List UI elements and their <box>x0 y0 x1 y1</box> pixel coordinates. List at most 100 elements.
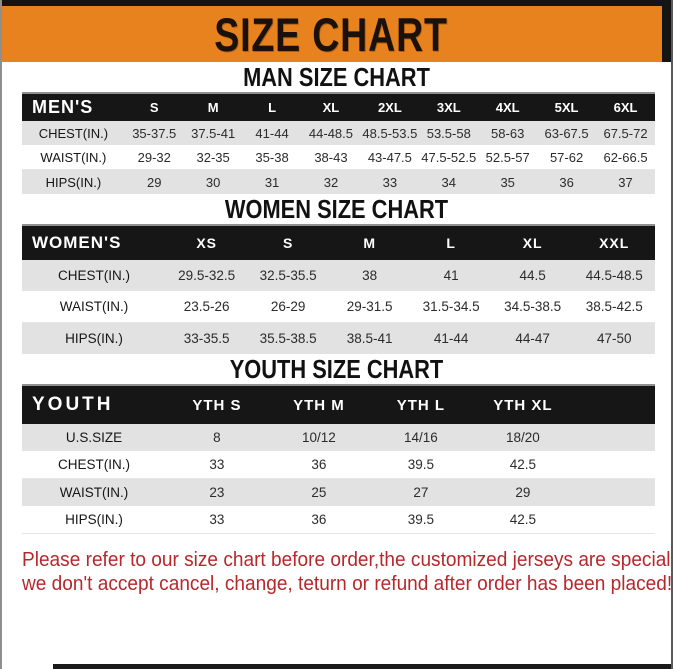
size-value-cell: 58-63 <box>491 125 525 141</box>
row-filler-cell <box>574 451 655 479</box>
size-value-cell: 35-38 <box>255 149 289 165</box>
size-column-header: YTH XL <box>471 384 574 424</box>
measurement-row: WAIST(IN.) 23 25 27 29 <box>22 478 655 507</box>
measurement-row-label: CHEST(IN.) <box>57 268 130 283</box>
title-banner: SIZE CHART <box>0 6 662 62</box>
measurement-row: CHEST(IN.) 33 36 39.5 42.5 <box>22 451 655 479</box>
bottom-border-bar <box>53 664 673 669</box>
women-size-table: WOMEN'S XS S M L XL XXL CHEST(IN.) 29.5-32.5 32.5… <box>22 224 655 354</box>
size-value-cell: 26-29 <box>270 299 306 314</box>
size-column-header: S <box>124 92 184 121</box>
size-column-header: L <box>410 224 492 260</box>
size-value-cell: 18/20 <box>505 430 540 445</box>
size-column-header: M <box>183 92 243 121</box>
page-title: SIZE CHART <box>214 7 448 61</box>
size-value-cell: 29 <box>147 174 162 190</box>
size-value-cell: 36 <box>311 512 327 527</box>
size-value-cell: 39.5 <box>407 512 435 527</box>
measurement-row: WAIST(IN.) 23.5-26 26-29 29-31.5 31.5-34.5 34… <box>22 291 655 323</box>
row-filler-cell <box>574 506 655 534</box>
size-column-header: YTH L <box>369 384 472 424</box>
table-corner-label: MEN'S <box>22 92 125 121</box>
size-value-cell: 35-37.5 <box>132 125 177 141</box>
size-value-cell: 25 <box>311 485 327 500</box>
size-value-cell: 33-35.5 <box>183 331 230 346</box>
measurement-row-label: WAIST(IN.) <box>59 299 129 314</box>
size-header-row: WOMEN'S XS S M L XL XXL <box>22 224 655 260</box>
size-value-cell: 63-67.5 <box>544 125 589 141</box>
size-value-cell: 42.5 <box>509 512 537 527</box>
row-filler-cell <box>574 479 655 507</box>
size-value-cell: 33 <box>209 457 225 472</box>
measurement-row-label: CHEST(IN.) <box>57 457 130 472</box>
size-column-header: 3XL <box>419 92 479 121</box>
size-value-cell: 31.5-34.5 <box>422 299 480 314</box>
size-value-cell: 39.5 <box>407 457 435 472</box>
measurement-row-label: WAIST(IN.) <box>59 485 129 500</box>
size-value-cell: 48.5-53.5 <box>362 125 418 141</box>
header-filler-cell <box>573 384 655 424</box>
size-value-cell: 29 <box>515 485 531 500</box>
size-value-cell: 32.5-35.5 <box>259 268 317 283</box>
size-column-header: 5XL <box>537 92 597 121</box>
size-value-cell: 47-50 <box>596 331 632 346</box>
size-value-cell: 67.5-72 <box>603 125 648 141</box>
measurement-row: CHEST(IN.) 29.5-32.5 32.5-35.5 38 41 44.5 44.5… <box>22 260 655 291</box>
size-value-cell: 43-47.5 <box>367 149 412 165</box>
size-value-cell: 32 <box>323 174 339 190</box>
size-column-header: YTH S <box>165 384 268 424</box>
size-value-cell: 41-44 <box>255 125 289 141</box>
footer-note-line-1: Please refer to our size chart before or… <box>22 548 673 571</box>
size-header-row: YOUTH YTH S YTH M YTH L YTH XL <box>22 384 655 424</box>
measurement-row-label: HIPS(IN.) <box>45 174 102 190</box>
size-value-cell: 14/16 <box>403 430 438 445</box>
size-value-cell: 38-43 <box>314 149 348 165</box>
size-column-header: L <box>242 92 302 121</box>
size-value-cell: 44-48.5 <box>308 125 353 141</box>
size-value-cell: 41-44 <box>433 331 469 346</box>
footer-note-line-2: we don't accept cancel, change, teturn o… <box>22 571 673 595</box>
size-value-cell: 33 <box>382 174 398 190</box>
measurement-row: HIPS(IN.) 29 30 31 32 33 34 35 36 37 <box>22 169 655 194</box>
women-section: WOMEN SIZE CHART WOMEN'S XS S M L XL XXL CHEST(… <box>0 194 673 354</box>
size-value-cell: 57-62 <box>549 149 584 165</box>
youth-size-table: YOUTH YTH S YTH M YTH L YTH XL U.S.SIZE 8 10/12… <box>22 384 655 534</box>
size-value-cell: 33 <box>209 512 225 527</box>
size-value-cell: 34.5-38.5 <box>504 299 562 314</box>
measurement-row-label: U.S.SIZE <box>65 430 123 445</box>
footer-note: Please refer to our size chart before or… <box>22 548 673 595</box>
size-column-header: XL <box>301 92 361 121</box>
measurement-row: U.S.SIZE 8 10/12 14/16 18/20 <box>22 424 655 451</box>
size-value-cell: 42.5 <box>509 457 537 472</box>
table-corner-label: WOMEN'S <box>22 224 166 260</box>
size-value-cell: 8 <box>213 430 221 445</box>
right-border-line <box>671 0 673 669</box>
measurement-row: HIPS(IN.) 33-35.5 35.5-38.5 38.5-41 41-44 44-… <box>22 322 655 354</box>
size-value-cell: 23.5-26 <box>183 299 230 314</box>
measurement-row: HIPS(IN.) 33 36 39.5 42.5 <box>22 506 655 534</box>
size-column-header: M <box>328 224 411 260</box>
size-value-cell: 27 <box>413 485 429 500</box>
title-banner-frame: SIZE CHART <box>0 6 673 62</box>
youth-section: YOUTH SIZE CHART YOUTH YTH S YTH M YTH L YTH… <box>0 354 673 534</box>
size-value-cell: 53.5-58 <box>426 125 471 141</box>
size-value-cell: 23 <box>209 485 225 500</box>
men-size-table: MEN'S S M L XL 2XL 3XL 4XL 5XL 6XL CHEST(IN.) 35-37… <box>22 92 655 194</box>
size-value-cell: 10/12 <box>302 430 336 445</box>
table-corner-label: YOUTH <box>22 384 166 424</box>
size-value-cell: 35 <box>500 174 515 190</box>
size-header-row: MEN'S S M L XL 2XL 3XL 4XL 5XL 6XL <box>22 92 655 121</box>
size-value-cell: 44.5 <box>519 268 546 283</box>
size-value-cell: 44-47 <box>515 331 550 346</box>
size-value-cell: 38 <box>362 268 378 283</box>
size-column-header: YTH M <box>267 384 370 424</box>
size-value-cell: 52.5-57 <box>485 149 530 165</box>
top-border-bar <box>0 0 673 6</box>
size-value-cell: 37.5-41 <box>191 125 236 141</box>
row-filler-cell <box>574 424 655 451</box>
size-value-cell: 38.5-41 <box>346 331 393 346</box>
size-value-cell: 36 <box>311 457 327 472</box>
size-column-header: S <box>247 224 329 260</box>
size-column-header: 6XL <box>596 92 655 121</box>
